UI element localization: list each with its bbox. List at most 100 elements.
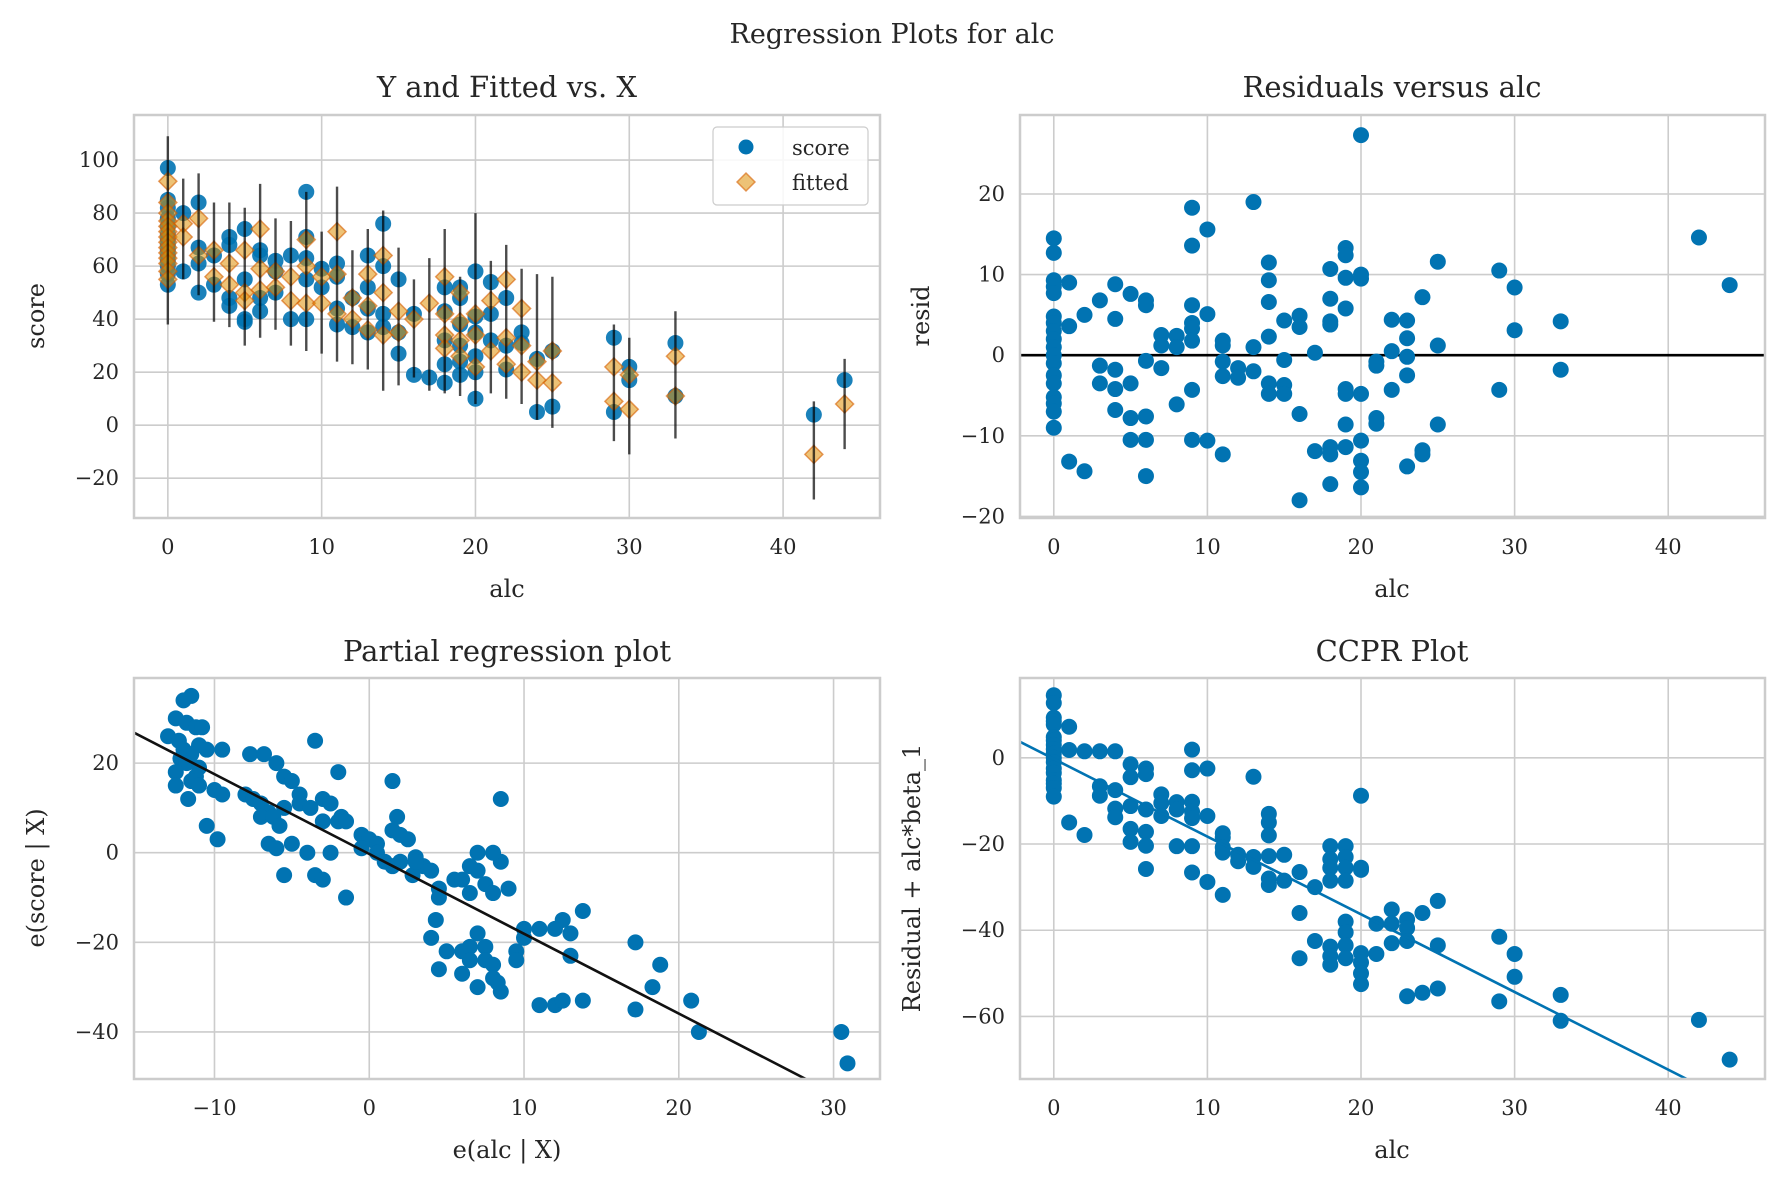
partial-point (461, 858, 478, 875)
resid-point (1383, 343, 1400, 360)
y-tick-label: 40 (92, 307, 119, 331)
panel-title: Y and Fitted vs. X (376, 70, 637, 104)
partial-point (477, 938, 494, 955)
partial-point (454, 871, 471, 888)
ccpr-point (1491, 993, 1508, 1010)
ccpr-point (1337, 859, 1354, 876)
ccpr-point (1353, 787, 1370, 804)
ccpr-point (1353, 861, 1370, 878)
resid-point (1353, 452, 1370, 469)
resid-point (1721, 277, 1738, 294)
resid-point (1061, 453, 1078, 470)
partial-point (302, 799, 319, 816)
partial-point (531, 920, 548, 937)
x-axis-label: alc (1374, 575, 1409, 603)
resid-point (1399, 348, 1416, 365)
partial-point (485, 844, 502, 861)
data-marks (1020, 127, 1765, 509)
partial-point (430, 889, 447, 906)
resid-point (1214, 353, 1231, 370)
resid-point (1230, 369, 1247, 386)
ccpr-point (1322, 838, 1339, 855)
resid-point (1137, 297, 1154, 314)
resid-point (1245, 194, 1262, 211)
ccpr-point (1291, 904, 1308, 921)
partial-point (627, 934, 644, 951)
y-tick-label: −20 (75, 930, 119, 954)
data-marks (157, 136, 855, 500)
resid-point (1690, 229, 1707, 246)
resid-point (1137, 431, 1154, 448)
resid-point (1045, 230, 1062, 247)
partial-point (283, 835, 300, 852)
partial-point (214, 786, 231, 803)
partial-point (531, 997, 548, 1014)
partial-point (683, 992, 700, 1009)
resid-point (1153, 337, 1170, 354)
partial-point (330, 764, 347, 781)
partial-point (554, 992, 571, 1009)
data-marks (134, 687, 856, 1079)
ccpr-point (1153, 795, 1170, 812)
axes-frame (1018, 676, 1767, 1081)
resid-point (1337, 247, 1354, 264)
resid-point (1276, 352, 1293, 369)
x-tick-label: 40 (770, 535, 797, 559)
x-tick-label: 30 (1501, 1096, 1528, 1120)
y-axis-label: Residual + alc*beta_1 (898, 744, 926, 1013)
legend-fitted-marker (735, 171, 757, 193)
partial-point (198, 817, 215, 834)
resid-point (1184, 381, 1201, 398)
panel-partial-regression: Partial regression plot −10 0 10 20 30 −40 −20… (22, 634, 882, 1165)
resid-point (1552, 361, 1569, 378)
x-tick-label: 10 (1194, 1096, 1221, 1120)
partial-point (384, 822, 401, 839)
x-tick-label: 20 (1348, 535, 1375, 559)
partial-point (644, 979, 661, 996)
ccpr-point (1306, 879, 1323, 896)
y-tick-label: 20 (92, 751, 119, 775)
partial-point (461, 938, 478, 955)
legend-fitted-label: fitted (792, 171, 849, 195)
resid-point (1491, 381, 1508, 398)
ccpr-point (1383, 901, 1400, 918)
resid-point (1306, 443, 1323, 460)
resid-point (1276, 312, 1293, 329)
ccpr-point (1491, 928, 1508, 945)
y-tick-label: −40 (75, 1020, 119, 1044)
partial-point (256, 746, 273, 763)
ccpr-point (1122, 820, 1139, 837)
partial-point (268, 840, 285, 857)
y-tick-label: −60 (961, 1004, 1005, 1028)
y-axis-label: resid (907, 285, 935, 346)
ccpr-point (1322, 956, 1339, 973)
resid-point (1184, 237, 1201, 254)
resid-point (1260, 254, 1277, 271)
partial-point (242, 746, 259, 763)
ccpr-point (1045, 695, 1062, 712)
resid-point (1214, 446, 1231, 463)
x-tick-label: 10 (511, 1096, 538, 1120)
partial-point (191, 777, 208, 794)
x-tick-label: 20 (462, 535, 489, 559)
y-tick-label: −10 (961, 424, 1005, 448)
resid-point (1399, 367, 1416, 384)
gridlines (1020, 678, 1765, 1079)
ccpr-point (1137, 801, 1154, 818)
x-tick-label: 30 (820, 1096, 847, 1120)
partial-point (427, 911, 444, 928)
resid-point (1506, 279, 1523, 296)
resid-point (1491, 262, 1508, 279)
y-tick-label: 0 (106, 841, 119, 865)
resid-point (1076, 463, 1093, 480)
resid-point (1199, 221, 1216, 238)
resid-point (1383, 381, 1400, 398)
resid-point (1153, 360, 1170, 377)
resid-point (1045, 285, 1062, 302)
partial-point (485, 956, 502, 973)
resid-point (1122, 285, 1139, 302)
resid-point (1061, 274, 1078, 291)
resid-point (1107, 401, 1124, 418)
resid-point (1291, 307, 1308, 324)
ccpr-point (1368, 945, 1385, 962)
